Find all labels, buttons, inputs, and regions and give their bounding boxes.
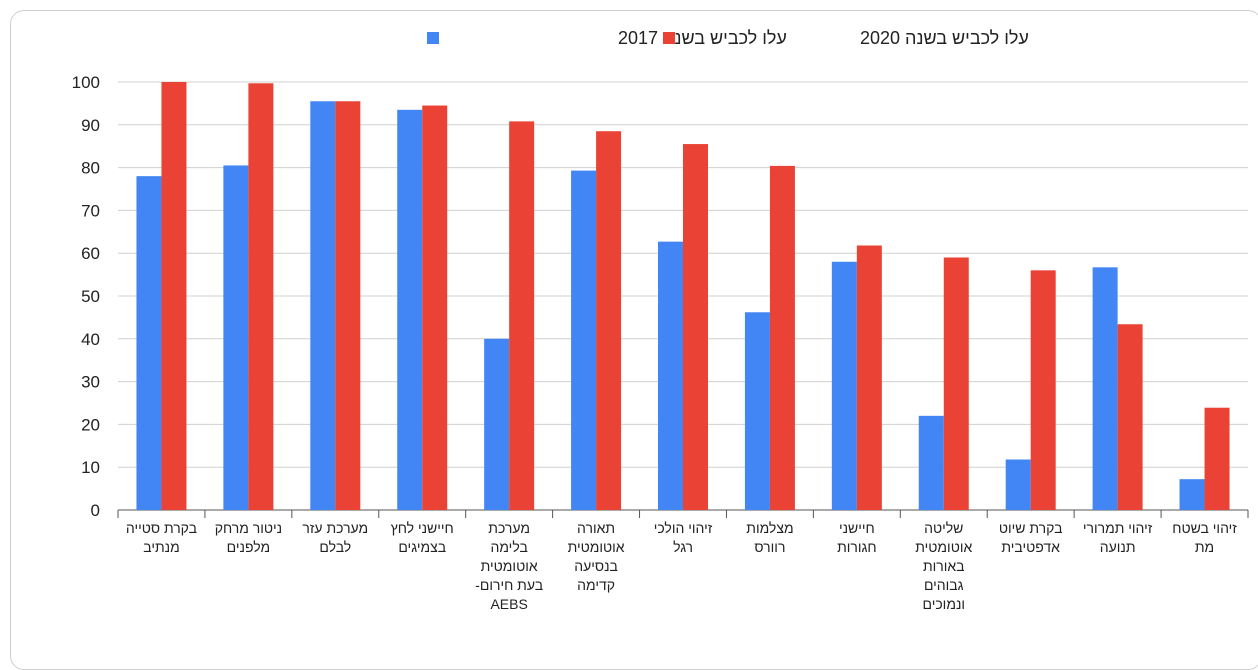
- legend-swatch: [663, 32, 675, 44]
- y-tick-label: 10: [81, 458, 100, 477]
- legend-label: עלו לכביש בשנה 2020: [860, 28, 1029, 48]
- bar: [1204, 407, 1230, 510]
- bar: [769, 165, 795, 510]
- bar: [683, 144, 708, 510]
- y-tick-label: 100: [72, 73, 100, 92]
- y-tick-label: 40: [81, 330, 100, 349]
- legend-label: עלו לכביש בשנה 2017: [618, 28, 787, 48]
- x-category-label: זיהוי הולכי: [654, 520, 713, 536]
- y-tick-label: 60: [81, 244, 100, 263]
- bar: [484, 338, 510, 510]
- x-category-label: בנסיעה: [574, 558, 618, 574]
- bar: [831, 261, 857, 510]
- bar: [422, 105, 448, 510]
- bar: [1005, 459, 1031, 510]
- x-category-label: מצלמות: [746, 520, 793, 536]
- bar: [856, 245, 882, 510]
- bar: [658, 241, 683, 511]
- bar: [744, 312, 770, 510]
- x-category-label: מנתיב: [143, 539, 179, 555]
- y-tick-label: 20: [81, 415, 100, 434]
- bar: [918, 415, 944, 510]
- bar: [335, 101, 361, 510]
- bar: [310, 101, 336, 510]
- bar: [397, 109, 423, 510]
- x-category-label: תנועה: [1100, 539, 1136, 555]
- x-category-label: בעת חירום-: [475, 577, 543, 593]
- x-category-label: באורות: [923, 558, 965, 574]
- y-tick-label: 90: [81, 116, 100, 135]
- bar: [596, 131, 622, 510]
- y-tick-label: 80: [81, 159, 100, 178]
- bar: [943, 257, 969, 510]
- x-category-label: שליטה: [924, 520, 963, 536]
- y-tick-label: 30: [81, 373, 100, 392]
- x-category-label: ונמוכים: [922, 596, 965, 612]
- x-category-label: אוטומטית: [915, 539, 972, 555]
- x-category-label: רגל: [673, 539, 693, 555]
- bar: [161, 82, 187, 510]
- x-category-label: בקרת סטייה: [126, 520, 197, 536]
- x-category-label: אוטומטית: [481, 558, 538, 574]
- y-tick-label: 70: [81, 201, 100, 220]
- x-category-label: חיישני: [839, 520, 875, 536]
- bar: [136, 176, 162, 510]
- x-category-label: מלפנים: [227, 539, 270, 555]
- x-category-label: גבוהים: [924, 577, 964, 593]
- bar: [1030, 270, 1056, 510]
- bar: [571, 170, 597, 510]
- x-category-label: לבלם: [319, 539, 351, 555]
- x-category-label: בצמיגים: [398, 539, 446, 555]
- x-category-label: חיישני לחץ: [391, 520, 454, 536]
- x-category-label: חגורות: [837, 539, 877, 555]
- x-category-label: זיהוי תמרורי: [1083, 520, 1153, 536]
- y-tick-label: 50: [81, 287, 100, 306]
- x-category-label: מערכת: [488, 520, 530, 536]
- bar: [1117, 324, 1143, 510]
- bar: [223, 165, 249, 510]
- legend-swatch: [427, 32, 439, 44]
- x-category-label: רוורס: [754, 539, 785, 555]
- x-category-label: בלימה: [490, 539, 527, 555]
- x-category-label: זיהוי בשטח: [1172, 520, 1237, 536]
- bar: [1179, 479, 1205, 510]
- x-category-label: AEBS: [490, 596, 527, 612]
- y-tick-label: 0: [91, 501, 100, 520]
- x-category-label: בקרת שיוט: [999, 520, 1063, 536]
- x-category-label: קדימה: [577, 577, 615, 593]
- x-category-label: אדפטיבית: [1001, 539, 1060, 555]
- x-category-label: מת: [1195, 539, 1214, 555]
- bar: [248, 83, 274, 510]
- x-category-label: אוטומטית: [568, 539, 625, 555]
- bar: [1092, 267, 1118, 510]
- x-category-label: ניטור מרחק: [215, 520, 282, 536]
- bar: [509, 121, 535, 510]
- x-category-label: תאורה: [577, 520, 615, 536]
- x-category-label: מערכת עזר: [302, 520, 368, 536]
